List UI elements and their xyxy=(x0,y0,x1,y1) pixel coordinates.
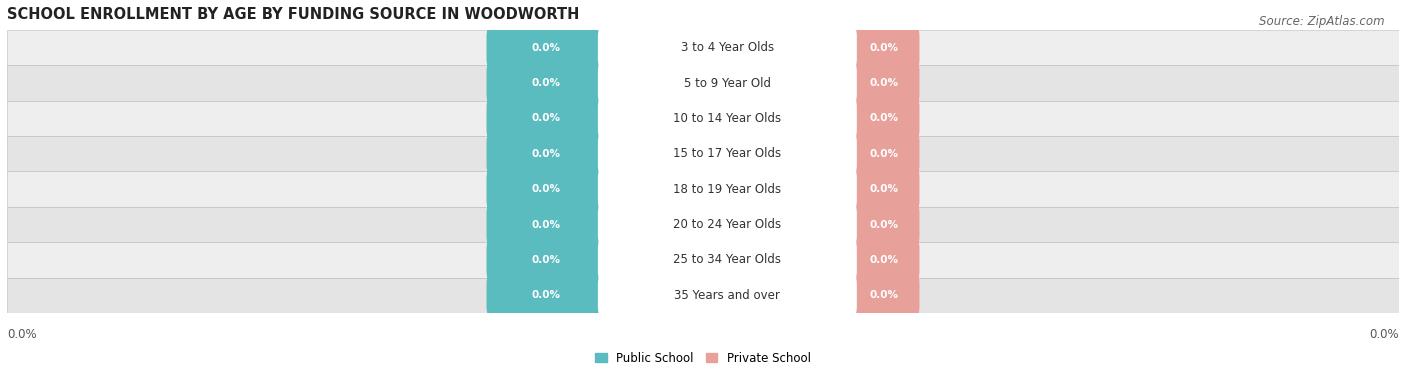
Legend: Public School, Private School: Public School, Private School xyxy=(591,347,815,369)
FancyBboxPatch shape xyxy=(486,167,606,211)
Text: 0.0%: 0.0% xyxy=(869,43,898,53)
Text: 0.0%: 0.0% xyxy=(531,113,561,124)
Bar xyxy=(7,172,1399,207)
Text: 0.0%: 0.0% xyxy=(531,220,561,229)
FancyBboxPatch shape xyxy=(598,26,856,69)
Bar xyxy=(7,207,1399,242)
Text: 0.0%: 0.0% xyxy=(869,184,898,194)
FancyBboxPatch shape xyxy=(486,132,606,175)
FancyBboxPatch shape xyxy=(848,167,920,211)
Text: Source: ZipAtlas.com: Source: ZipAtlas.com xyxy=(1260,15,1385,28)
Text: 20 to 24 Year Olds: 20 to 24 Year Olds xyxy=(673,218,782,231)
FancyBboxPatch shape xyxy=(848,97,920,140)
Bar xyxy=(7,65,1399,101)
Text: 0.0%: 0.0% xyxy=(869,113,898,124)
FancyBboxPatch shape xyxy=(486,62,606,105)
FancyBboxPatch shape xyxy=(848,132,920,175)
FancyBboxPatch shape xyxy=(486,238,606,282)
Text: 0.0%: 0.0% xyxy=(869,149,898,159)
Text: 0.0%: 0.0% xyxy=(531,78,561,88)
FancyBboxPatch shape xyxy=(598,203,856,246)
Bar xyxy=(7,30,1399,65)
Text: 0.0%: 0.0% xyxy=(531,290,561,300)
FancyBboxPatch shape xyxy=(486,274,606,317)
Text: 0.0%: 0.0% xyxy=(531,149,561,159)
FancyBboxPatch shape xyxy=(848,26,920,69)
FancyBboxPatch shape xyxy=(598,167,856,211)
FancyBboxPatch shape xyxy=(848,203,920,246)
Bar xyxy=(7,242,1399,277)
Text: 18 to 19 Year Olds: 18 to 19 Year Olds xyxy=(673,183,782,196)
Text: 0.0%: 0.0% xyxy=(869,290,898,300)
Bar xyxy=(7,277,1399,313)
Text: 5 to 9 Year Old: 5 to 9 Year Old xyxy=(683,77,770,90)
FancyBboxPatch shape xyxy=(848,274,920,317)
Bar xyxy=(7,136,1399,172)
Text: 0.0%: 0.0% xyxy=(869,78,898,88)
Text: SCHOOL ENROLLMENT BY AGE BY FUNDING SOURCE IN WOODWORTH: SCHOOL ENROLLMENT BY AGE BY FUNDING SOUR… xyxy=(7,7,579,22)
Text: 15 to 17 Year Olds: 15 to 17 Year Olds xyxy=(673,147,782,160)
Text: 25 to 34 Year Olds: 25 to 34 Year Olds xyxy=(673,253,782,266)
Text: 0.0%: 0.0% xyxy=(7,328,37,341)
FancyBboxPatch shape xyxy=(598,97,856,140)
Text: 0.0%: 0.0% xyxy=(869,220,898,229)
FancyBboxPatch shape xyxy=(598,274,856,317)
FancyBboxPatch shape xyxy=(486,97,606,140)
FancyBboxPatch shape xyxy=(848,62,920,105)
FancyBboxPatch shape xyxy=(598,62,856,105)
Text: 35 Years and over: 35 Years and over xyxy=(675,289,780,302)
Text: 10 to 14 Year Olds: 10 to 14 Year Olds xyxy=(673,112,782,125)
Text: 3 to 4 Year Olds: 3 to 4 Year Olds xyxy=(681,41,773,54)
Text: 0.0%: 0.0% xyxy=(869,255,898,265)
FancyBboxPatch shape xyxy=(486,203,606,246)
Text: 0.0%: 0.0% xyxy=(531,255,561,265)
FancyBboxPatch shape xyxy=(598,238,856,282)
FancyBboxPatch shape xyxy=(486,26,606,69)
FancyBboxPatch shape xyxy=(598,132,856,175)
Bar xyxy=(7,101,1399,136)
Text: 0.0%: 0.0% xyxy=(531,184,561,194)
Text: 0.0%: 0.0% xyxy=(1369,328,1399,341)
FancyBboxPatch shape xyxy=(848,238,920,282)
Text: 0.0%: 0.0% xyxy=(531,43,561,53)
